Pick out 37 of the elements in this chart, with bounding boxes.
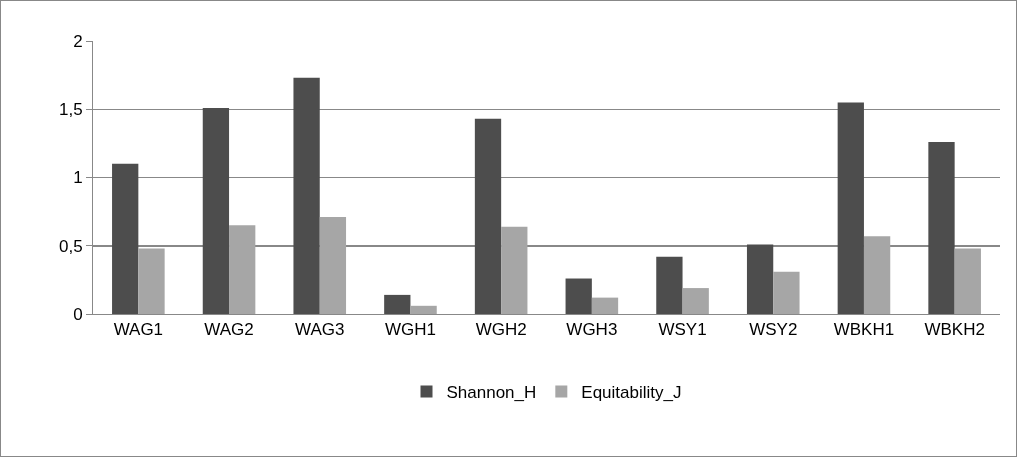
- y-tick-label: 0: [73, 304, 83, 324]
- bar: [293, 77, 320, 314]
- y-tick-label: 1: [73, 168, 83, 188]
- bar: [928, 142, 955, 314]
- bar: [410, 305, 437, 314]
- bar: [501, 226, 528, 314]
- bar: [656, 256, 683, 314]
- x-tick-label: WSY1: [658, 320, 707, 340]
- bar: [319, 217, 347, 314]
- legend-label: Shannon_H: [446, 383, 537, 403]
- bar: [229, 225, 256, 314]
- bar: [384, 294, 411, 314]
- x-tick-label: WBKH2: [924, 320, 985, 340]
- bar: [837, 102, 864, 314]
- y-tick-label: 0,5: [58, 236, 83, 256]
- y-tick-label: 2: [73, 31, 83, 51]
- x-tick-label: WAG3: [295, 320, 345, 340]
- x-tick-label: WGH3: [566, 320, 618, 340]
- x-tick-label: WSY2: [749, 320, 798, 340]
- bar: [112, 163, 139, 314]
- x-tick-label: WAG2: [204, 320, 254, 340]
- bar: [565, 278, 592, 314]
- bar: [954, 248, 981, 314]
- x-tick-label: WGH1: [384, 320, 436, 340]
- bar: [474, 118, 502, 314]
- bar: [863, 236, 891, 314]
- bar: [138, 248, 165, 314]
- bar: [746, 244, 774, 314]
- y-tick-label: 1,5: [58, 100, 83, 120]
- legend-label: Equitability_J: [581, 383, 682, 403]
- bar: [682, 288, 709, 314]
- bar: [202, 107, 230, 314]
- x-tick-label: WGH2: [475, 320, 527, 340]
- x-tick-label: WAG1: [113, 320, 164, 340]
- bar: [773, 271, 800, 314]
- bar: [591, 297, 619, 314]
- x-tick-label: WBKH1: [833, 320, 895, 340]
